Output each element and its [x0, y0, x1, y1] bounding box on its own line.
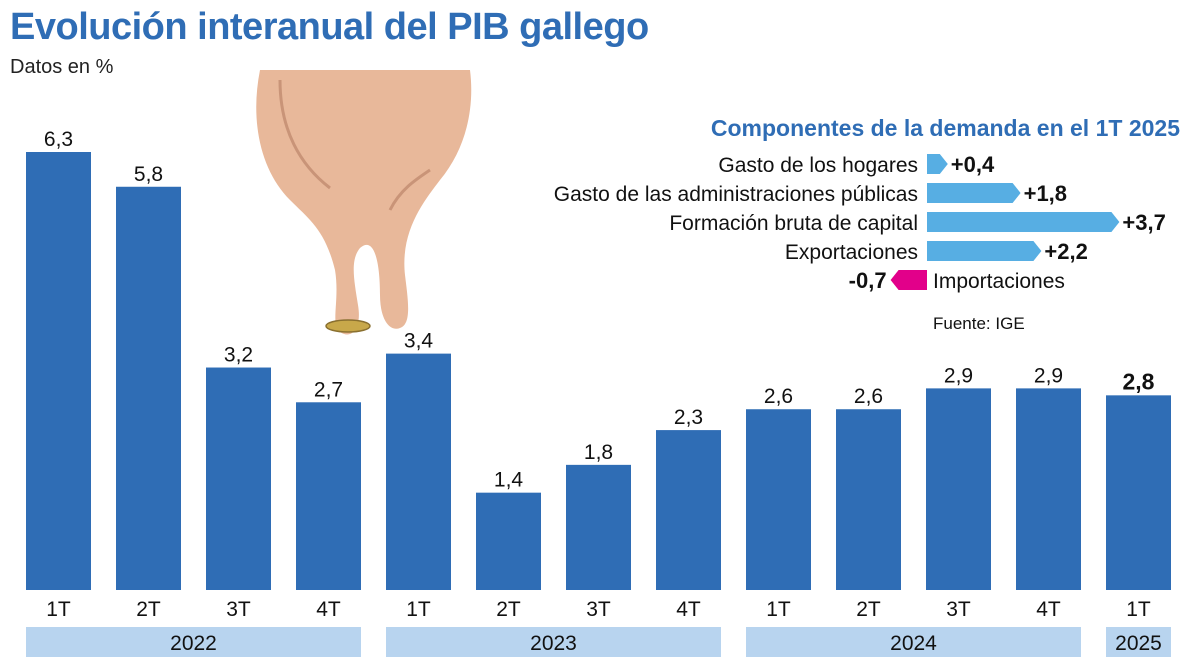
- bar-value-label: 5,8: [134, 163, 163, 186]
- bar: [476, 492, 541, 590]
- year-label: 2023: [530, 632, 577, 655]
- x-tick-label: 2T: [136, 598, 161, 621]
- component-value: +2,2: [1044, 239, 1087, 264]
- component-arrow: [927, 241, 1042, 261]
- x-tick-label: 1T: [46, 598, 71, 621]
- year-band: [1106, 627, 1171, 657]
- bar-value-label: 3,2: [224, 344, 253, 367]
- x-tick-label: 4T: [316, 598, 341, 621]
- bar: [836, 409, 901, 590]
- component-value: +1,8: [1024, 181, 1067, 206]
- bar: [296, 402, 361, 590]
- component-arrow: [927, 183, 1021, 203]
- bar-value-label: 3,4: [404, 330, 434, 353]
- bar: [656, 430, 721, 590]
- bar-value-label: 2,6: [854, 385, 883, 408]
- component-arrow: [927, 212, 1120, 232]
- year-label: 2024: [890, 632, 937, 655]
- bar: [1016, 388, 1081, 590]
- bar-value-label: 2,6: [764, 385, 793, 408]
- x-tick-label: 4T: [676, 598, 701, 621]
- demand-components-chart: Gasto de los hogares +0,4 Gasto de las adm…: [554, 152, 1166, 293]
- hand-with-coin-illustration: [256, 70, 472, 335]
- year-band: [386, 627, 721, 657]
- x-tick-label: 4T: [1036, 598, 1061, 621]
- source-note: Fuente: IGE: [933, 314, 1025, 333]
- bar: [566, 464, 631, 590]
- bar-value-label: 1,4: [494, 469, 524, 492]
- component-label: Gasto de las administraciones públicas: [554, 183, 918, 206]
- inset-title: Componentes de la demanda en el 1T 2025: [710, 115, 1180, 141]
- bar-value-label: 2,9: [1034, 364, 1063, 387]
- bar: [116, 186, 181, 590]
- x-tick-label: 2T: [496, 598, 521, 621]
- bar: [1106, 395, 1171, 590]
- x-tick-label: 3T: [586, 598, 611, 621]
- bar: [206, 367, 271, 590]
- component-arrow: [927, 154, 948, 174]
- component-label: Exportaciones: [785, 241, 918, 264]
- bar: [746, 409, 811, 590]
- year-band: [26, 627, 361, 657]
- bar-value-label: 2,8: [1123, 368, 1155, 394]
- bar: [26, 152, 91, 590]
- chart-title: Evolución interanual del PIB gallego: [10, 6, 649, 48]
- x-tick-label: 1T: [766, 598, 791, 621]
- bar-value-label: 1,8: [584, 441, 613, 464]
- bar-value-label: 2,3: [674, 406, 703, 429]
- component-arrow: [890, 270, 927, 290]
- component-label: Formación bruta de capital: [669, 212, 918, 235]
- x-tick-label: 1T: [406, 598, 431, 621]
- component-value: -0,7: [849, 268, 887, 293]
- component-value: +3,7: [1122, 210, 1165, 235]
- x-tick-label: 1T: [1126, 598, 1151, 621]
- x-tick-label: 3T: [226, 598, 251, 621]
- x-tick-label: 3T: [946, 598, 971, 621]
- chart-subtitle: Datos en %: [10, 56, 114, 78]
- year-label: 2022: [170, 632, 217, 655]
- component-label: Gasto de los hogares: [718, 154, 918, 177]
- bar-value-label: 2,9: [944, 364, 973, 387]
- component-label: Importaciones: [933, 270, 1065, 293]
- main-bar-chart: 6,3 1T 5,8 2T 3,2 3T 2,7 4T 3,4 1T 1,4 2T 1,8 3T 2,3 4T…: [26, 128, 1171, 657]
- bar: [926, 388, 991, 590]
- year-label: 2025: [1115, 632, 1162, 655]
- bar-value-label: 6,3: [44, 128, 73, 151]
- component-value: +0,4: [951, 152, 995, 177]
- x-tick-label: 2T: [856, 598, 881, 621]
- bar: [386, 353, 451, 590]
- bar-value-label: 2,7: [314, 378, 343, 401]
- year-band: [746, 627, 1081, 657]
